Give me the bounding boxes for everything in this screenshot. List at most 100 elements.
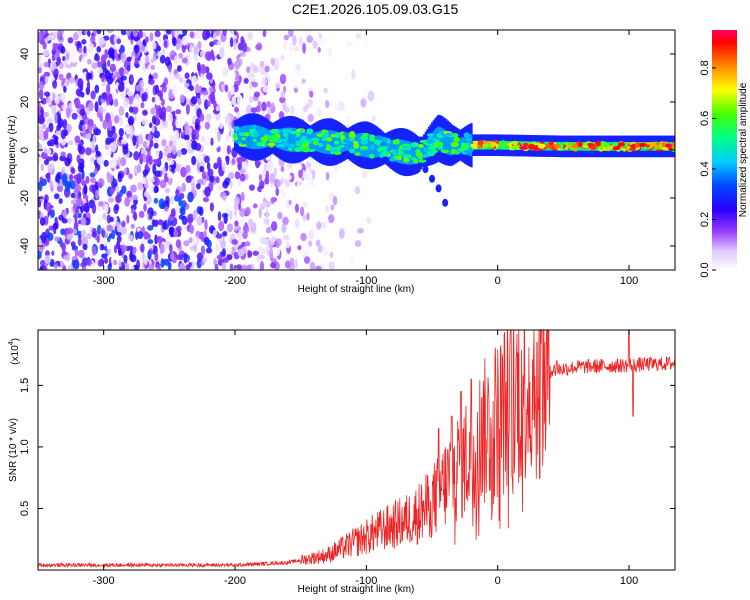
- heatmap-band-cell: [389, 157, 396, 162]
- heatmap-band-core: [326, 129, 330, 155]
- heatmap-noise-cell: [107, 59, 111, 67]
- heatmap-noise-cell: [42, 266, 47, 270]
- heatmap-band-core: [254, 125, 257, 150]
- heatmap-noise-cell: [86, 258, 92, 267]
- heatmap-noise-cell: [324, 99, 330, 109]
- heatmap-band-core: [427, 136, 431, 156]
- heatmap-noise-cell: [147, 133, 152, 142]
- heatmap-noise-cell: [65, 217, 72, 224]
- heatmap-noise-cell: [222, 257, 229, 263]
- heatmap-band-core: [446, 131, 449, 155]
- heatmap-noise-cell: [47, 164, 52, 171]
- heatmap-noise-cell: [274, 56, 280, 68]
- heatmap-noise-cell: [147, 224, 154, 231]
- heatmap-noise-cell: [197, 155, 204, 161]
- heatmap-band-cell: [490, 141, 497, 147]
- heatmap-noise-cell: [141, 118, 148, 126]
- heatmap-noise-cell: [137, 134, 144, 145]
- snr-multiplier: (x104): [8, 338, 21, 365]
- heatmap-noise-cell: [38, 111, 42, 117]
- heatmap-noise-cell: [120, 244, 128, 253]
- heatmap-noise-cell: [87, 58, 92, 65]
- heatmap-noise-cell: [91, 62, 98, 69]
- heatmap-noise-cell: [280, 73, 287, 82]
- heatmap-noise-cell: [87, 30, 91, 37]
- heatmap-noise-cell: [188, 85, 195, 92]
- heatmap-noise-cell: [161, 83, 167, 94]
- heatmap-noise-cell: [61, 173, 68, 184]
- heatmap-y-tick-label: -20: [19, 190, 31, 206]
- heatmap-noise-cell: [302, 106, 308, 113]
- heatmap-noise-cell: [215, 106, 220, 112]
- heatmap-noise-cell: [80, 229, 87, 238]
- heatmap-noise-cell: [51, 250, 55, 256]
- heatmap-noise-cell: [237, 58, 243, 67]
- heatmap-band-cell: [392, 149, 397, 156]
- snr-x-tick-label: -300: [93, 575, 115, 587]
- heatmap-noise-cell: [78, 145, 86, 155]
- heatmap-noise-cell: [39, 176, 44, 182]
- heatmap-noise-cell: [70, 193, 76, 199]
- heatmap-band-cell: [403, 157, 410, 163]
- heatmap-noise-cell: [85, 133, 92, 140]
- heatmap-noise-cell: [62, 55, 66, 62]
- heatmap-band-cell: [472, 140, 480, 144]
- heatmap-noise-cell: [372, 115, 376, 122]
- heatmap-noise-cell: [183, 82, 190, 88]
- heatmap-noise-cell: [142, 153, 147, 163]
- heatmap-noise-cell: [234, 106, 239, 113]
- heatmap-band-cell: [334, 132, 341, 139]
- heatmap-band-cell: [418, 143, 424, 149]
- heatmap-band-cell: [321, 137, 327, 141]
- heatmap-noise-cell: [283, 40, 287, 51]
- heatmap-noise-cell: [126, 214, 130, 224]
- heatmap-noise-cell: [296, 181, 301, 189]
- heatmap-band-core: [421, 144, 424, 159]
- heatmap-noise-cell: [265, 104, 270, 115]
- heatmap-noise-cell: [45, 250, 50, 257]
- heatmap-band-cell: [306, 128, 314, 135]
- heatmap-noise-cell: [128, 125, 134, 136]
- heatmap-noise-cell: [90, 140, 95, 151]
- heatmap-noise-cell: [127, 115, 135, 126]
- heatmap-noise-cell: [229, 210, 233, 221]
- heatmap-noise-cell: [179, 94, 185, 103]
- heatmap-noise-cell: [46, 172, 51, 184]
- heatmap-noise-cell: [98, 201, 104, 207]
- snr-y-ticks: 0.5 1.0 1.5: [19, 378, 675, 516]
- heatmap-noise-cell: [285, 240, 291, 249]
- heatmap-noise-cell: [82, 194, 89, 200]
- heatmap-noise-cell: [47, 34, 54, 41]
- heatmap-tail-cell: [435, 184, 442, 193]
- heatmap-noise-cell: [56, 184, 64, 193]
- heatmap-noise-cell: [332, 195, 338, 206]
- heatmap-band-cell: [612, 142, 619, 147]
- heatmap-noise-cell: [39, 259, 46, 267]
- heatmap-noise-cell: [159, 90, 163, 101]
- heatmap-noise-cell: [293, 45, 300, 52]
- heatmap-noise-cell: [160, 133, 165, 141]
- heatmap-noise-cell: [234, 171, 241, 180]
- heatmap-noise-cell: [88, 128, 93, 135]
- heatmap-noise-cell: [197, 40, 202, 51]
- heatmap-band-core: [256, 125, 259, 150]
- heatmap-noise-cell: [239, 206, 246, 218]
- heatmap-noise-cell: [138, 59, 145, 66]
- heatmap-band-core: [349, 135, 352, 152]
- heatmap-noise-cell: [94, 84, 100, 94]
- heatmap-noise-cell: [158, 198, 165, 210]
- heatmap-noise-cell: [176, 65, 182, 72]
- heatmap-noise-cell: [89, 184, 96, 193]
- heatmap-noise-cell: [60, 151, 66, 157]
- heatmap-noise-cell: [38, 237, 42, 248]
- heatmap-noise-cell: [294, 79, 299, 89]
- heatmap-noise-cell: [61, 218, 68, 224]
- heatmap-noise-cell: [106, 83, 111, 95]
- heatmap-noise-cell: [259, 260, 265, 270]
- heatmap-noise-cell: [72, 228, 78, 235]
- heatmap-noise-cell: [174, 54, 180, 65]
- colorbar-tick-label: 0.4: [699, 161, 711, 176]
- snr-x-ticks: -300 -200 -100 0 100: [93, 330, 638, 587]
- heatmap-noise-cell: [222, 67, 229, 78]
- heatmap-noise-cell: [162, 231, 169, 237]
